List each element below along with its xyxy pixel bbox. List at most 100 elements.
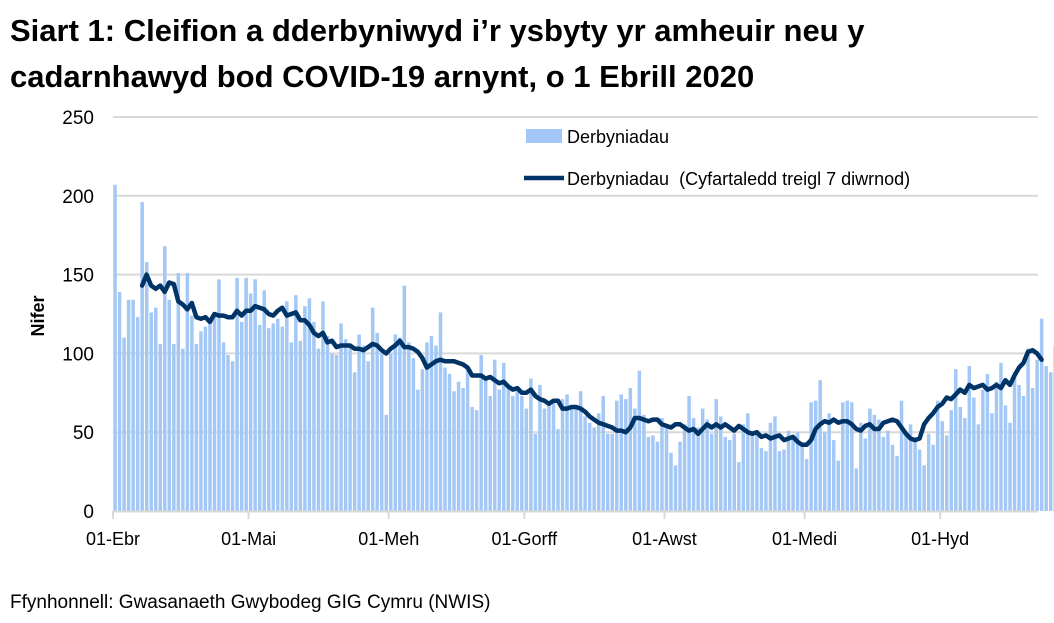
bar [764, 451, 768, 511]
bar [456, 381, 461, 511]
y-axis-ticks: 0 50 100 150 200 250 [62, 108, 94, 523]
bar [556, 429, 560, 511]
source-note: Ffynhonnell: Gwasanaeth Gwybodeg GIG Cym… [10, 592, 491, 613]
bar [474, 410, 479, 511]
bar [533, 433, 538, 511]
bar [321, 301, 325, 511]
bar [714, 399, 718, 511]
bar [343, 339, 348, 511]
bar [230, 361, 235, 511]
bar [737, 462, 741, 511]
bar [1017, 384, 1021, 511]
bar [244, 277, 248, 511]
bar [131, 299, 135, 511]
bar [728, 440, 732, 511]
bar [574, 405, 578, 511]
bar [153, 307, 158, 511]
y-tick-label: 100 [62, 344, 94, 365]
bar [547, 405, 551, 511]
bar [669, 452, 673, 511]
bar [434, 345, 438, 511]
bar [411, 358, 416, 511]
bar [357, 334, 361, 511]
bar [212, 312, 217, 511]
bar [122, 337, 126, 511]
bar [782, 449, 786, 511]
bar [208, 323, 212, 511]
bar [167, 299, 172, 511]
bar [940, 421, 944, 511]
bar [483, 378, 488, 511]
bar [492, 359, 497, 511]
bar [285, 301, 289, 511]
bar [1012, 372, 1017, 511]
bar [135, 317, 140, 511]
bar [768, 422, 773, 511]
bar-series-derbyniadau [113, 184, 1054, 511]
bar [791, 436, 795, 511]
bar [750, 433, 755, 511]
x-axis-ticks: 01-Ebr 01-Mai 01-Meh 01-Gorff 01-Awst 01-Medi… [86, 511, 969, 549]
bar [827, 413, 831, 511]
bar [420, 369, 425, 511]
bar [172, 343, 176, 511]
bar [809, 402, 813, 511]
x-tick-label: 01-Ebr [86, 529, 140, 549]
bar [741, 424, 746, 511]
bar [461, 388, 465, 511]
bar [289, 342, 294, 511]
bar [718, 416, 723, 511]
y-axis-label: Nifer [28, 295, 48, 336]
x-tick-label: 01-Mai [221, 529, 276, 549]
bar [583, 416, 587, 511]
bar [628, 388, 633, 511]
bar [587, 422, 592, 511]
bar [795, 432, 800, 511]
bar [248, 293, 253, 511]
bar [113, 184, 117, 511]
bar [822, 432, 827, 511]
bar [619, 394, 624, 511]
chart-title: Siart 1: Cleifion a dderbyniwyd i’r ysby… [10, 13, 865, 94]
legend-bar-swatch [526, 129, 562, 143]
legend-bar-label: Derbyniadau [567, 127, 669, 147]
bar [257, 325, 262, 511]
bar [569, 408, 574, 511]
bar [773, 416, 777, 511]
bar [181, 348, 185, 511]
bar [529, 378, 533, 511]
bar [931, 444, 935, 511]
bar [592, 427, 596, 511]
bar [560, 399, 565, 511]
bar [379, 353, 384, 511]
bar [967, 366, 972, 511]
bar [691, 418, 696, 511]
bar [239, 321, 244, 511]
bar [818, 380, 822, 511]
bar [348, 343, 352, 511]
bar [425, 342, 429, 511]
bar [389, 353, 393, 511]
bar [877, 419, 881, 511]
bar [1026, 348, 1030, 511]
bar [633, 408, 637, 511]
bar [361, 345, 366, 511]
bar [926, 433, 931, 511]
bar [429, 336, 434, 511]
bar [375, 332, 379, 511]
bar [859, 422, 863, 511]
bar [185, 273, 190, 511]
bar [596, 413, 601, 511]
bar [944, 435, 949, 511]
bar [334, 354, 339, 511]
bar [163, 246, 167, 511]
bar [194, 343, 199, 511]
bar [786, 430, 791, 511]
y-tick-label: 50 [73, 423, 94, 444]
bar [276, 318, 280, 511]
bar [723, 436, 727, 511]
bar [841, 402, 845, 511]
bar [985, 373, 990, 511]
bar [398, 337, 402, 511]
